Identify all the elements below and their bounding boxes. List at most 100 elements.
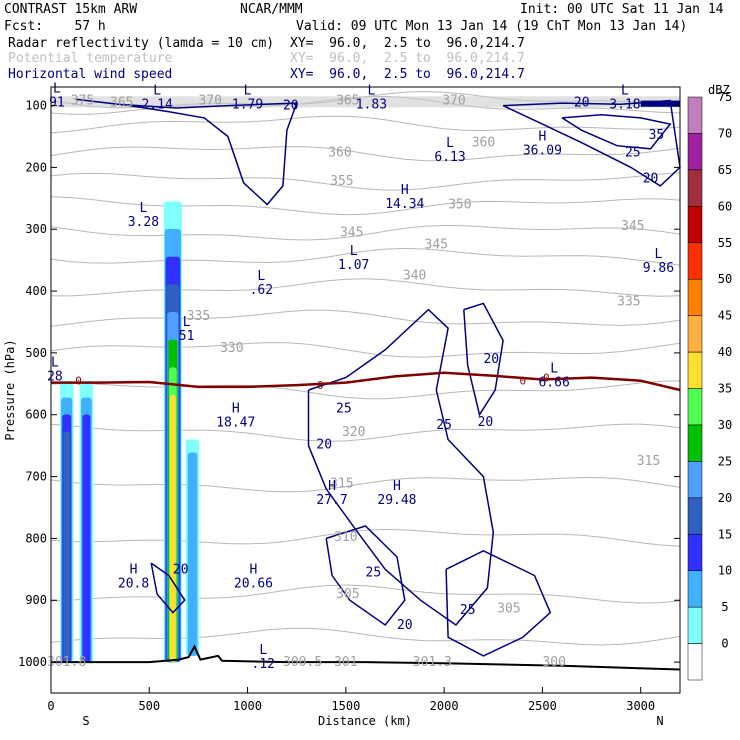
field-name-wind: Horizontal wind speed: [8, 67, 172, 82]
theta-contour-line: [50, 528, 681, 547]
theta-label: 360: [328, 146, 351, 161]
extremum-value-label: 27.7: [316, 493, 347, 508]
terrain-surface-line: [51, 644, 681, 671]
theta-contour-line: [51, 278, 681, 297]
extremum-type-label: H: [538, 130, 546, 145]
theta-contour-line: [50, 146, 681, 162]
colorbar-swatch: [687, 643, 703, 681]
theta-label: 305: [336, 587, 359, 602]
extremum-value-label: 6.13: [434, 150, 465, 165]
x-tick-label: 1000: [233, 699, 262, 713]
org-title: NCAR/MMM: [240, 2, 303, 17]
colorbar-swatch: [687, 351, 703, 389]
extremum-type-label: H: [232, 402, 240, 417]
colorbar-swatch: [687, 133, 703, 171]
y-tick-label: 700: [25, 470, 47, 484]
theta-contour-line: [50, 380, 681, 400]
colorbar: 0 5 10 15 20 25 30 35 40 45 50 55 60 65 70 75: [687, 90, 732, 681]
wind-label: 20: [643, 172, 659, 187]
wind-label: 25: [436, 418, 452, 433]
colorbar-tick-label: 5: [721, 600, 728, 614]
forecast-hour: Fcst: 57 h: [4, 19, 106, 34]
wind-label: 35: [649, 128, 665, 143]
theta-contour-line: [50, 309, 681, 327]
extremum-value-label: 20.66: [234, 577, 273, 592]
reflectivity-band: [63, 431, 71, 663]
wind-contour-line: [463, 302, 504, 417]
wind-label: 20: [316, 437, 332, 452]
theta-contour-line: [50, 172, 681, 191]
x-tick-label: 2500: [528, 699, 557, 713]
theta-label: 301.8: [47, 655, 86, 670]
theta-label: 335: [187, 309, 210, 324]
extremum-value-label: .12: [252, 657, 275, 672]
colorbar-swatch: [687, 570, 703, 608]
colorbar-swatch: [687, 461, 703, 499]
theta-contour-line: [50, 423, 681, 442]
y-tick-label: 600: [25, 408, 47, 422]
model-title: CONTRAST 15km ARW: [4, 2, 137, 17]
y-tick-label: 300: [25, 222, 47, 236]
colorbar-swatch: [687, 497, 703, 535]
reflectivity-band: [82, 414, 91, 663]
theta-label: 365: [336, 94, 359, 109]
extremum-value-label: 3.18: [609, 97, 640, 112]
colorbar-tick-label: 65: [718, 163, 732, 177]
x-tick-label: 0: [47, 699, 54, 713]
wind-contour-line: [445, 549, 552, 657]
x-tick-label: 2000: [430, 699, 459, 713]
theta-label: 305: [497, 601, 520, 616]
theta-contour-line: [50, 196, 681, 216]
field-xy-reflectivity: XY= 96.0, 2.5 to 96.0,214.7: [290, 36, 525, 51]
colorbar-tick-label: 25: [718, 454, 732, 468]
theta-label: 375: [71, 94, 94, 109]
x-tick-label: 3000: [626, 699, 655, 713]
extremum-type-label: L: [621, 83, 629, 98]
x-tick-label: 500: [138, 699, 160, 713]
theta-label: 365: [110, 95, 133, 110]
extremum-type-label: L: [153, 83, 161, 98]
extremum-value-label: 36.09: [523, 144, 562, 159]
y-tick-label: 500: [25, 346, 47, 360]
field-xy-wind: XY= 96.0, 2.5 to 96.0,214.7: [290, 67, 525, 82]
extremum-type-label: L: [550, 362, 558, 377]
colorbar-tick-label: 30: [718, 418, 732, 432]
plot-frame: [50, 86, 681, 694]
colorbar-swatch: [687, 424, 703, 462]
colorbar-swatch: [687, 606, 703, 644]
field-xy-theta: XY= 96.0, 2.5 to 96.0,214.7: [290, 51, 525, 66]
wind-label: 25: [336, 402, 352, 417]
y-tick-label: 100: [25, 99, 47, 113]
reflectivity-band: [169, 394, 176, 663]
extremum-type-label: L: [244, 83, 252, 98]
y-axis-label: Pressure (hPa): [3, 339, 17, 440]
y-tick-label: 800: [25, 531, 47, 545]
colorbar-title: dBZ: [708, 83, 730, 97]
theta-label: 350: [448, 197, 471, 212]
theta-contour-line: [50, 342, 681, 358]
theta-label: 370: [198, 94, 221, 109]
extremum-type-label: L: [654, 247, 662, 262]
colorbar-tick-label: 60: [718, 199, 732, 213]
extremum-type-label: L: [367, 83, 375, 98]
theta-label: 335: [617, 295, 640, 310]
extremum-value-label: 6.66: [539, 376, 570, 391]
colorbar-swatch: [687, 206, 703, 243]
theta-label: 355: [330, 174, 353, 189]
wind-max-core: [640, 100, 680, 107]
wind-contour-line: [307, 308, 495, 627]
theta-label: 360: [472, 136, 495, 151]
theta-label: 300.5: [283, 655, 322, 670]
y-tick-label: 1000: [18, 655, 47, 669]
extremum-type-label: H: [250, 563, 258, 578]
theta-label: 320: [342, 425, 365, 440]
terrain-line: [51, 644, 681, 671]
colorbar-swatch: [687, 388, 703, 426]
colorbar-tick-label: 50: [718, 272, 732, 286]
extremum-type-label: L: [257, 269, 265, 284]
wind-label: 25: [460, 603, 476, 618]
x-end-label-south: S: [82, 714, 89, 728]
wind-contour-line: [502, 99, 681, 187]
extremum-value-label: 2.14: [141, 97, 172, 112]
